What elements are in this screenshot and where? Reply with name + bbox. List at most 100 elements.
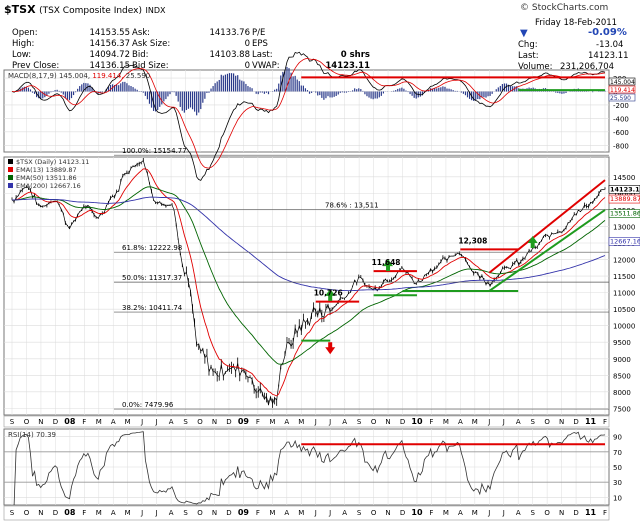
x-tick-label: N	[385, 418, 390, 426]
y-tick-label: 14500	[613, 174, 635, 182]
quote-value: 14094.72	[89, 50, 130, 60]
quote-value: 14133.76	[209, 28, 250, 38]
x-tick-label: S	[10, 418, 15, 426]
down-arrow-icon	[325, 342, 336, 355]
y-tick-label: -400	[613, 115, 629, 123]
x-tick-label: O	[197, 418, 203, 426]
x-tick-label: M	[96, 418, 102, 426]
quote-row: Ask Size: 0	[132, 39, 250, 50]
y-tick-label: 10	[613, 494, 622, 502]
quote-value: 14153.55	[89, 28, 130, 38]
x-tick-label: F	[256, 418, 260, 426]
x-tick-label: 08	[64, 417, 76, 426]
value-tag: 13889.87	[610, 195, 640, 203]
y-tick-label: 9500	[613, 339, 631, 347]
x-tick-label: O	[24, 509, 30, 517]
x-tick-label: F	[603, 509, 607, 517]
x-tick-label: S	[530, 418, 535, 426]
exchange: INDX	[145, 6, 166, 15]
macd-tag-box	[608, 93, 636, 102]
macd-value-tag: 145.004	[610, 79, 635, 86]
y-tick-label: -200	[613, 102, 629, 110]
pct-change: -0.09%	[588, 27, 627, 38]
quote-row: P/E	[252, 28, 370, 39]
x-tick-label: N	[559, 509, 564, 517]
quote-label: Bid:	[132, 50, 149, 60]
legend-swatch	[8, 159, 13, 164]
x-tick-label: S	[183, 509, 188, 517]
credit: © StockCharts.com	[520, 3, 609, 13]
y-tick-label: 11500	[613, 273, 635, 281]
breakout-annotation: 10,726	[314, 289, 343, 298]
x-tick-label: 11	[585, 417, 597, 426]
macd-value-tag: 119.414	[610, 87, 635, 94]
x-tick-label: J	[314, 509, 317, 517]
y-tick-label: -800	[613, 142, 629, 150]
x-tick-label: D	[226, 418, 231, 426]
value-tag-box	[608, 185, 640, 194]
quote-row: VWAP: 14123.11	[252, 61, 370, 72]
x-tick-label: O	[544, 418, 550, 426]
quote-label: Low:	[12, 50, 32, 60]
quote-row: Bid: 14103.88	[132, 50, 250, 61]
x-tick-label: 09	[238, 508, 250, 517]
x-tick-label: D	[573, 418, 578, 426]
x-tick-label: F	[82, 418, 86, 426]
x-tick-label: A	[111, 418, 116, 426]
x-tick-label: M	[443, 509, 449, 517]
fib-level-label: 61.8%: 12222.98	[122, 244, 182, 252]
quote-value: 0	[244, 61, 250, 71]
x-tick-label: J	[140, 509, 143, 517]
x-tick-label: S	[183, 418, 188, 426]
fib-level-label: 78.6% : 13,511	[325, 202, 379, 210]
y-tick-label: 12000	[613, 257, 635, 265]
quote-row: High: 14156.37	[12, 39, 130, 50]
x-tick-label: J	[155, 509, 158, 517]
x-tick-label: M	[472, 418, 478, 426]
macd-title: MACD(8,17,9) 145.004, 119.414, 25.590	[8, 72, 150, 80]
x-tick-label: A	[284, 418, 289, 426]
rsi-value: 70.39	[36, 431, 56, 439]
x-tick-label: A	[516, 418, 521, 426]
value-tag: 13511.86	[610, 210, 640, 218]
x-tick-label: D	[53, 509, 58, 517]
x-tick-label: J	[487, 509, 490, 517]
y-tick-label: 10500	[613, 306, 635, 314]
symbol: $TSX	[4, 3, 36, 16]
y-tick-label: 8000	[613, 389, 631, 397]
macd-value-tag: 25.590	[610, 95, 631, 102]
y-tick-label: -600	[613, 129, 629, 137]
x-tick-label: J	[502, 509, 505, 517]
x-tick-label: D	[573, 509, 578, 517]
breakout-annotation: 12,308	[458, 236, 487, 245]
channel-support-line	[488, 209, 606, 292]
quote-row: Prev Close: 14136.15	[12, 61, 130, 72]
x-tick-label: A	[516, 509, 521, 517]
y-tick-label: 14000	[613, 190, 635, 198]
x-tick-label: A	[342, 509, 347, 517]
quote-col-2: Ask: 14133.76 Ask Size: 0 Bid: 14103.88 Bid Si…	[132, 28, 250, 72]
quote-label: Bid Size:	[132, 61, 169, 71]
x-tick-label: N	[212, 509, 217, 517]
quote-value: 14123.11	[325, 61, 370, 71]
x-tick-label: S	[530, 509, 535, 517]
y-tick-label: 10000	[613, 323, 635, 331]
quote-label: Ask Size:	[132, 39, 171, 49]
value-tag: 12667.16	[610, 237, 640, 245]
x-tick-label: O	[371, 418, 377, 426]
breakout-annotation: 11,648	[372, 258, 401, 267]
legend-swatch	[8, 175, 13, 180]
value-tag: 14123.11	[610, 185, 640, 193]
x-tick-label: D	[226, 509, 231, 517]
x-tick-label: 09	[238, 417, 250, 426]
y-tick-label: 90	[613, 434, 622, 442]
quote-label: Ask:	[132, 28, 151, 38]
y-tick-label: 30	[613, 479, 622, 487]
chg-label: Chg:	[518, 40, 538, 50]
x-tick-label: 10	[411, 508, 423, 517]
last-label: Last:	[518, 51, 539, 61]
fib-level-label: 38.2%: 10411.74	[122, 304, 183, 312]
quote-value: 14136.15	[89, 61, 130, 71]
value-tag-box	[608, 209, 640, 218]
